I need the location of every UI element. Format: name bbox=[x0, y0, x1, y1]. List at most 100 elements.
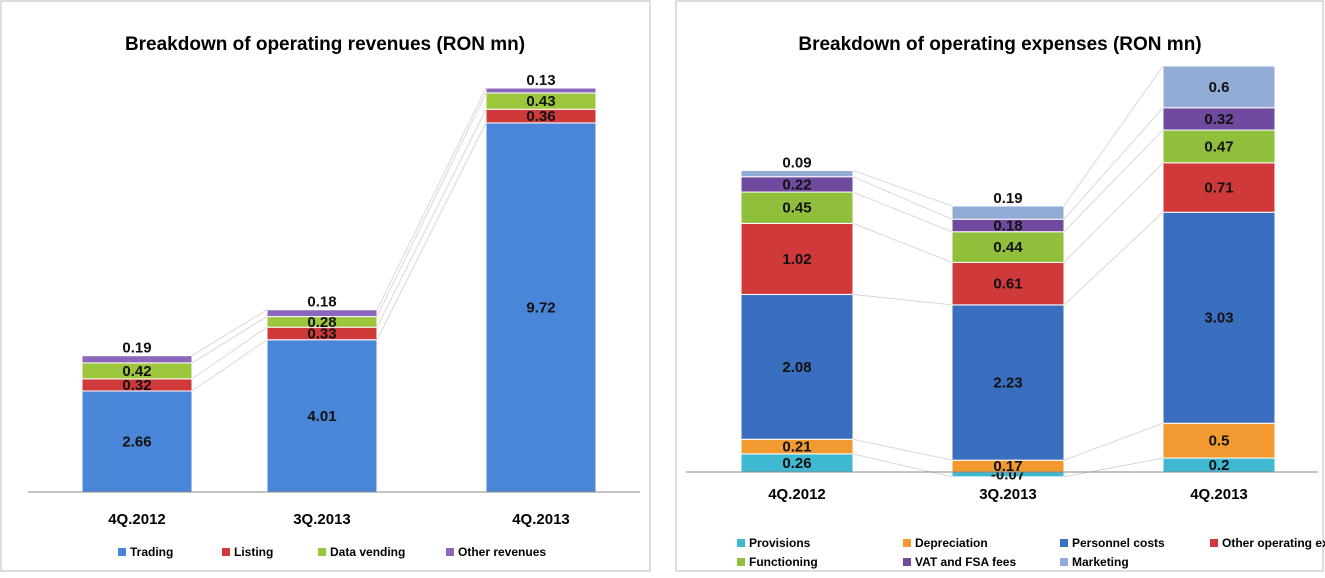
value-label: 0.42 bbox=[122, 363, 151, 380]
legend-swatch bbox=[737, 539, 745, 547]
legend-label: Data vending bbox=[330, 545, 405, 559]
value-label: 0.32 bbox=[1204, 111, 1233, 128]
bar-segment bbox=[266, 309, 378, 318]
bar-segment bbox=[951, 261, 1065, 306]
chart-title: Breakdown of operating expenses (RON mn) bbox=[798, 34, 1201, 55]
value-label: 0.44 bbox=[993, 239, 1023, 256]
value-label: 0.09 bbox=[782, 154, 811, 171]
value-label: 0.6 bbox=[1209, 79, 1230, 96]
legend-label: Other revenues bbox=[458, 545, 546, 559]
bar-segment bbox=[951, 205, 1065, 220]
value-label: 0.71 bbox=[1204, 179, 1233, 196]
value-label: 0.33 bbox=[307, 325, 336, 342]
connector bbox=[1063, 162, 1164, 263]
bar-segment bbox=[1162, 162, 1276, 213]
x-tick-label: 4Q.2012 bbox=[768, 486, 826, 503]
connector bbox=[376, 122, 487, 340]
x-tick-label: 3Q.2013 bbox=[293, 511, 351, 528]
value-label: 0.18 bbox=[307, 294, 336, 311]
connector bbox=[1063, 107, 1164, 220]
value-label: 2.66 bbox=[122, 433, 151, 450]
legend-swatch bbox=[222, 548, 230, 556]
value-label: 0.43 bbox=[526, 93, 555, 110]
value-label: 0.28 bbox=[307, 314, 336, 331]
legend-label: Other operating exp. bbox=[1222, 536, 1325, 550]
value-label: 0.32 bbox=[122, 377, 151, 394]
legend-label: Listing bbox=[234, 545, 273, 559]
x-tick-label: 3Q.2013 bbox=[979, 486, 1037, 503]
x-tick-label: 4Q.2013 bbox=[1190, 486, 1248, 503]
connector bbox=[191, 316, 268, 364]
value-label: 4.01 bbox=[307, 408, 336, 425]
legend-swatch bbox=[1060, 539, 1068, 547]
value-label: 1.02 bbox=[782, 251, 811, 268]
value-label: 0.13 bbox=[526, 72, 555, 89]
value-label: 0.22 bbox=[782, 176, 811, 193]
bar-segment bbox=[1162, 211, 1276, 424]
bar-segment bbox=[1162, 65, 1276, 109]
bar-segment bbox=[1162, 129, 1276, 164]
legend-label: Personnel costs bbox=[1072, 536, 1165, 550]
connector bbox=[852, 191, 953, 233]
value-label: 2.23 bbox=[993, 374, 1022, 391]
legend-swatch bbox=[903, 539, 911, 547]
value-label: 0.36 bbox=[526, 108, 555, 125]
value-label: 0.19 bbox=[122, 340, 151, 357]
legend-label: Functioning bbox=[749, 555, 818, 569]
value-label: 2.08 bbox=[782, 359, 811, 376]
connector bbox=[1063, 211, 1164, 306]
connector bbox=[376, 92, 487, 317]
value-label: 0.21 bbox=[782, 439, 811, 456]
connector bbox=[852, 438, 953, 461]
connector bbox=[852, 453, 953, 478]
bar-segment bbox=[81, 355, 193, 364]
legend-swatch bbox=[737, 558, 745, 566]
legend-swatch bbox=[318, 548, 326, 556]
bar-segment bbox=[740, 169, 854, 178]
chart-title: Breakdown of operating revenues (RON mn) bbox=[125, 34, 525, 55]
legend-label: VAT and FSA fees bbox=[915, 555, 1016, 569]
connector bbox=[191, 326, 268, 380]
connector bbox=[852, 176, 953, 220]
bar-segment bbox=[1162, 422, 1276, 459]
value-label: 0.17 bbox=[993, 458, 1022, 475]
bar-segment bbox=[951, 304, 1065, 461]
connector bbox=[1063, 129, 1164, 233]
connector bbox=[1063, 422, 1164, 461]
bar-segment bbox=[485, 87, 597, 94]
x-tick-label: 4Q.2013 bbox=[512, 511, 570, 528]
connector bbox=[376, 109, 487, 328]
bar-segment bbox=[485, 122, 597, 493]
connector bbox=[1063, 65, 1164, 207]
legend-label: Provisions bbox=[749, 536, 811, 550]
value-label: 0.18 bbox=[993, 217, 1022, 234]
value-label: 9.72 bbox=[526, 299, 555, 316]
legend-swatch bbox=[118, 548, 126, 556]
legend-label: Trading bbox=[130, 545, 173, 559]
connector bbox=[1063, 457, 1164, 478]
connector bbox=[852, 222, 953, 263]
legend-label: Depreciation bbox=[915, 536, 988, 550]
connector bbox=[191, 339, 268, 392]
legend-label: Marketing bbox=[1072, 555, 1129, 569]
connector bbox=[852, 293, 953, 306]
connector bbox=[852, 169, 953, 207]
legend-swatch bbox=[1210, 539, 1218, 547]
value-label: 0.47 bbox=[1204, 138, 1233, 155]
bar-segment bbox=[951, 231, 1065, 263]
value-label: 0.19 bbox=[993, 190, 1022, 207]
connector bbox=[376, 87, 487, 310]
legend-swatch bbox=[446, 548, 454, 556]
value-label: 3.03 bbox=[1204, 310, 1233, 327]
value-label: 0.5 bbox=[1209, 433, 1230, 450]
bar-segment bbox=[740, 293, 854, 440]
value-label: 0.2 bbox=[1209, 457, 1230, 474]
legend-swatch bbox=[903, 558, 911, 566]
x-tick-label: 4Q.2012 bbox=[108, 511, 166, 528]
value-label: 0.26 bbox=[782, 455, 811, 472]
value-label: 0.61 bbox=[993, 276, 1022, 293]
legend-swatch bbox=[1060, 558, 1068, 566]
value-label: 0.45 bbox=[782, 200, 811, 217]
connector bbox=[191, 309, 268, 357]
